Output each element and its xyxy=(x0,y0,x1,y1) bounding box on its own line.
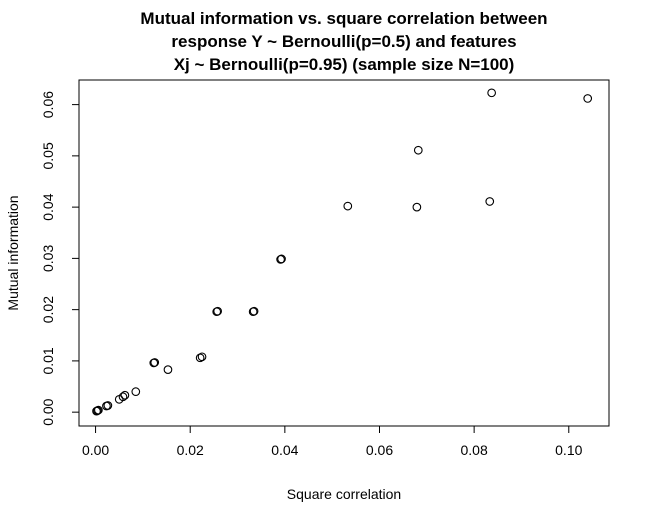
x-axis: 0.00 0.02 0.04 0.06 0.08 0.10 xyxy=(82,425,583,458)
y-tick-label: 0.04 xyxy=(40,193,56,220)
data-point xyxy=(213,306,223,316)
y-axis: 0.00 0.01 0.02 0.03 0.04 0.05 0.06 xyxy=(40,91,80,426)
data-point xyxy=(249,306,259,316)
data-point xyxy=(412,202,422,212)
plot-frame xyxy=(78,79,610,427)
x-tick-label: 0.04 xyxy=(271,442,298,458)
data-points xyxy=(92,88,593,416)
data-point xyxy=(118,392,128,402)
x-tick-label: 0.06 xyxy=(366,442,393,458)
data-point xyxy=(485,197,495,206)
y-axis-label: Mutual information xyxy=(5,195,21,310)
y-tick-label: 0.01 xyxy=(40,347,56,374)
data-point xyxy=(343,201,353,211)
data-point xyxy=(103,401,113,410)
chart-title-line-3: Xj ~ Bernoulli(p=0.95) (sample size N=10… xyxy=(174,55,515,74)
data-point xyxy=(197,352,207,362)
data-point xyxy=(131,387,141,397)
data-point xyxy=(487,88,496,98)
data-point xyxy=(413,145,423,155)
data-point xyxy=(163,365,173,374)
y-tick-label: 0.02 xyxy=(40,296,56,323)
data-point xyxy=(150,358,160,367)
data-point xyxy=(583,94,593,103)
x-tick-label: 0.02 xyxy=(177,442,204,458)
y-tick-label: 0.06 xyxy=(40,91,56,118)
data-point xyxy=(195,353,205,363)
x-tick-label: 0.08 xyxy=(461,442,488,458)
y-tick-label: 0.05 xyxy=(40,142,56,169)
y-tick-label: 0.00 xyxy=(40,398,56,425)
data-point xyxy=(120,390,130,400)
chart-title-line-2: response Y ~ Bernoulli(p=0.5) and featur… xyxy=(171,32,516,51)
data-point xyxy=(94,405,103,415)
data-point xyxy=(277,254,286,264)
x-tick-label: 0.00 xyxy=(82,442,109,458)
y-tick-label: 0.03 xyxy=(40,245,56,272)
x-tick-label: 0.10 xyxy=(555,442,582,458)
chart-title-line-1: Mutual information vs. square correlatio… xyxy=(140,9,547,28)
chart-title: Mutual information vs. square correlatio… xyxy=(140,9,547,74)
x-axis-label: Square correlation xyxy=(287,486,401,502)
